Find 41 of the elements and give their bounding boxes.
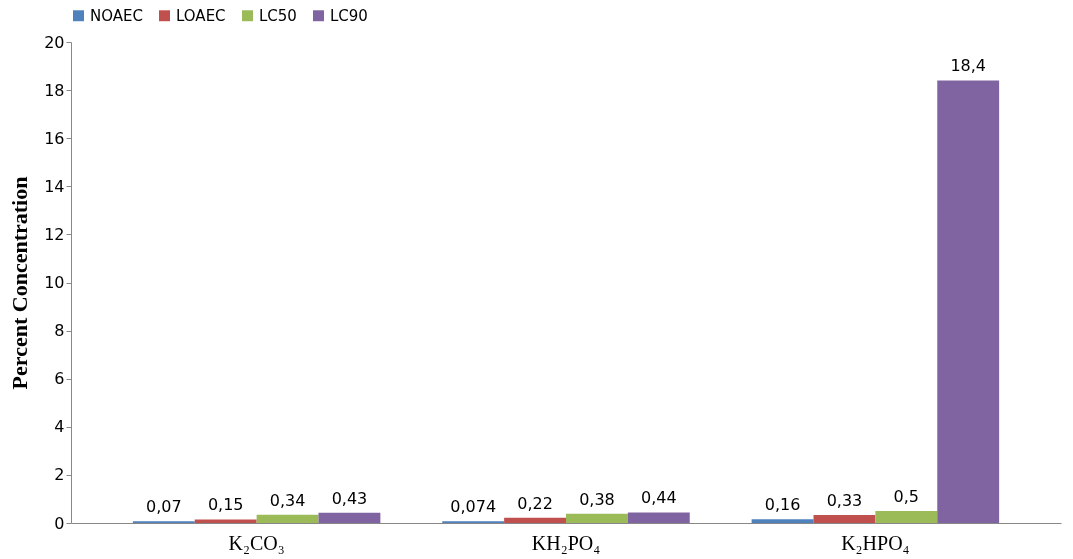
x-tick-label: K₂CO₃ bbox=[228, 531, 285, 554]
data-label: 0,34 bbox=[269, 490, 306, 510]
bar bbox=[566, 513, 628, 523]
y-tick-label: 14 bbox=[44, 176, 65, 196]
y-tick-label: 2 bbox=[54, 465, 65, 485]
data-label: 0,38 bbox=[579, 489, 615, 509]
data-label: 0,22 bbox=[517, 493, 553, 513]
legend-label: LC50 bbox=[259, 6, 297, 25]
data-label: 0,07 bbox=[146, 497, 182, 517]
y-tick-label: 6 bbox=[54, 369, 65, 389]
legend-label: LC90 bbox=[330, 6, 368, 25]
data-label: 0,43 bbox=[331, 488, 368, 508]
data-label: 0,15 bbox=[207, 495, 244, 515]
data-label: 0,44 bbox=[641, 488, 677, 508]
bar bbox=[504, 517, 566, 523]
x-tick-label: K₂HPO₄ bbox=[841, 531, 910, 554]
data-label: 18,4 bbox=[950, 56, 986, 76]
legend-label: NOAEC bbox=[90, 6, 143, 25]
x-tick-label: KH₂PO₄ bbox=[531, 531, 601, 554]
bar bbox=[194, 519, 257, 523]
legend-label: LOAEC bbox=[176, 6, 226, 25]
data-label: 0,074 bbox=[450, 497, 497, 517]
bar bbox=[627, 512, 690, 523]
y-tick-label: 16 bbox=[44, 128, 65, 148]
bar bbox=[875, 510, 938, 523]
y-tick-label: 12 bbox=[44, 224, 65, 244]
bar bbox=[318, 512, 381, 523]
bar bbox=[937, 80, 1000, 523]
y-tick-label: 4 bbox=[54, 417, 65, 437]
y-axis-title: Percent Concentration bbox=[7, 176, 33, 390]
bar bbox=[751, 519, 814, 523]
y-tick-label: 20 bbox=[44, 32, 65, 52]
bar bbox=[813, 515, 876, 523]
y-tick-label: 10 bbox=[44, 273, 65, 292]
data-label: 0,16 bbox=[764, 495, 801, 515]
y-tick-label: 8 bbox=[54, 321, 65, 341]
y-tick-label: 0 bbox=[54, 513, 65, 533]
y-tick-label: 18 bbox=[44, 80, 65, 100]
data-label: 0,5 bbox=[893, 486, 920, 506]
bar bbox=[256, 514, 319, 523]
data-label: 0,33 bbox=[826, 491, 863, 511]
